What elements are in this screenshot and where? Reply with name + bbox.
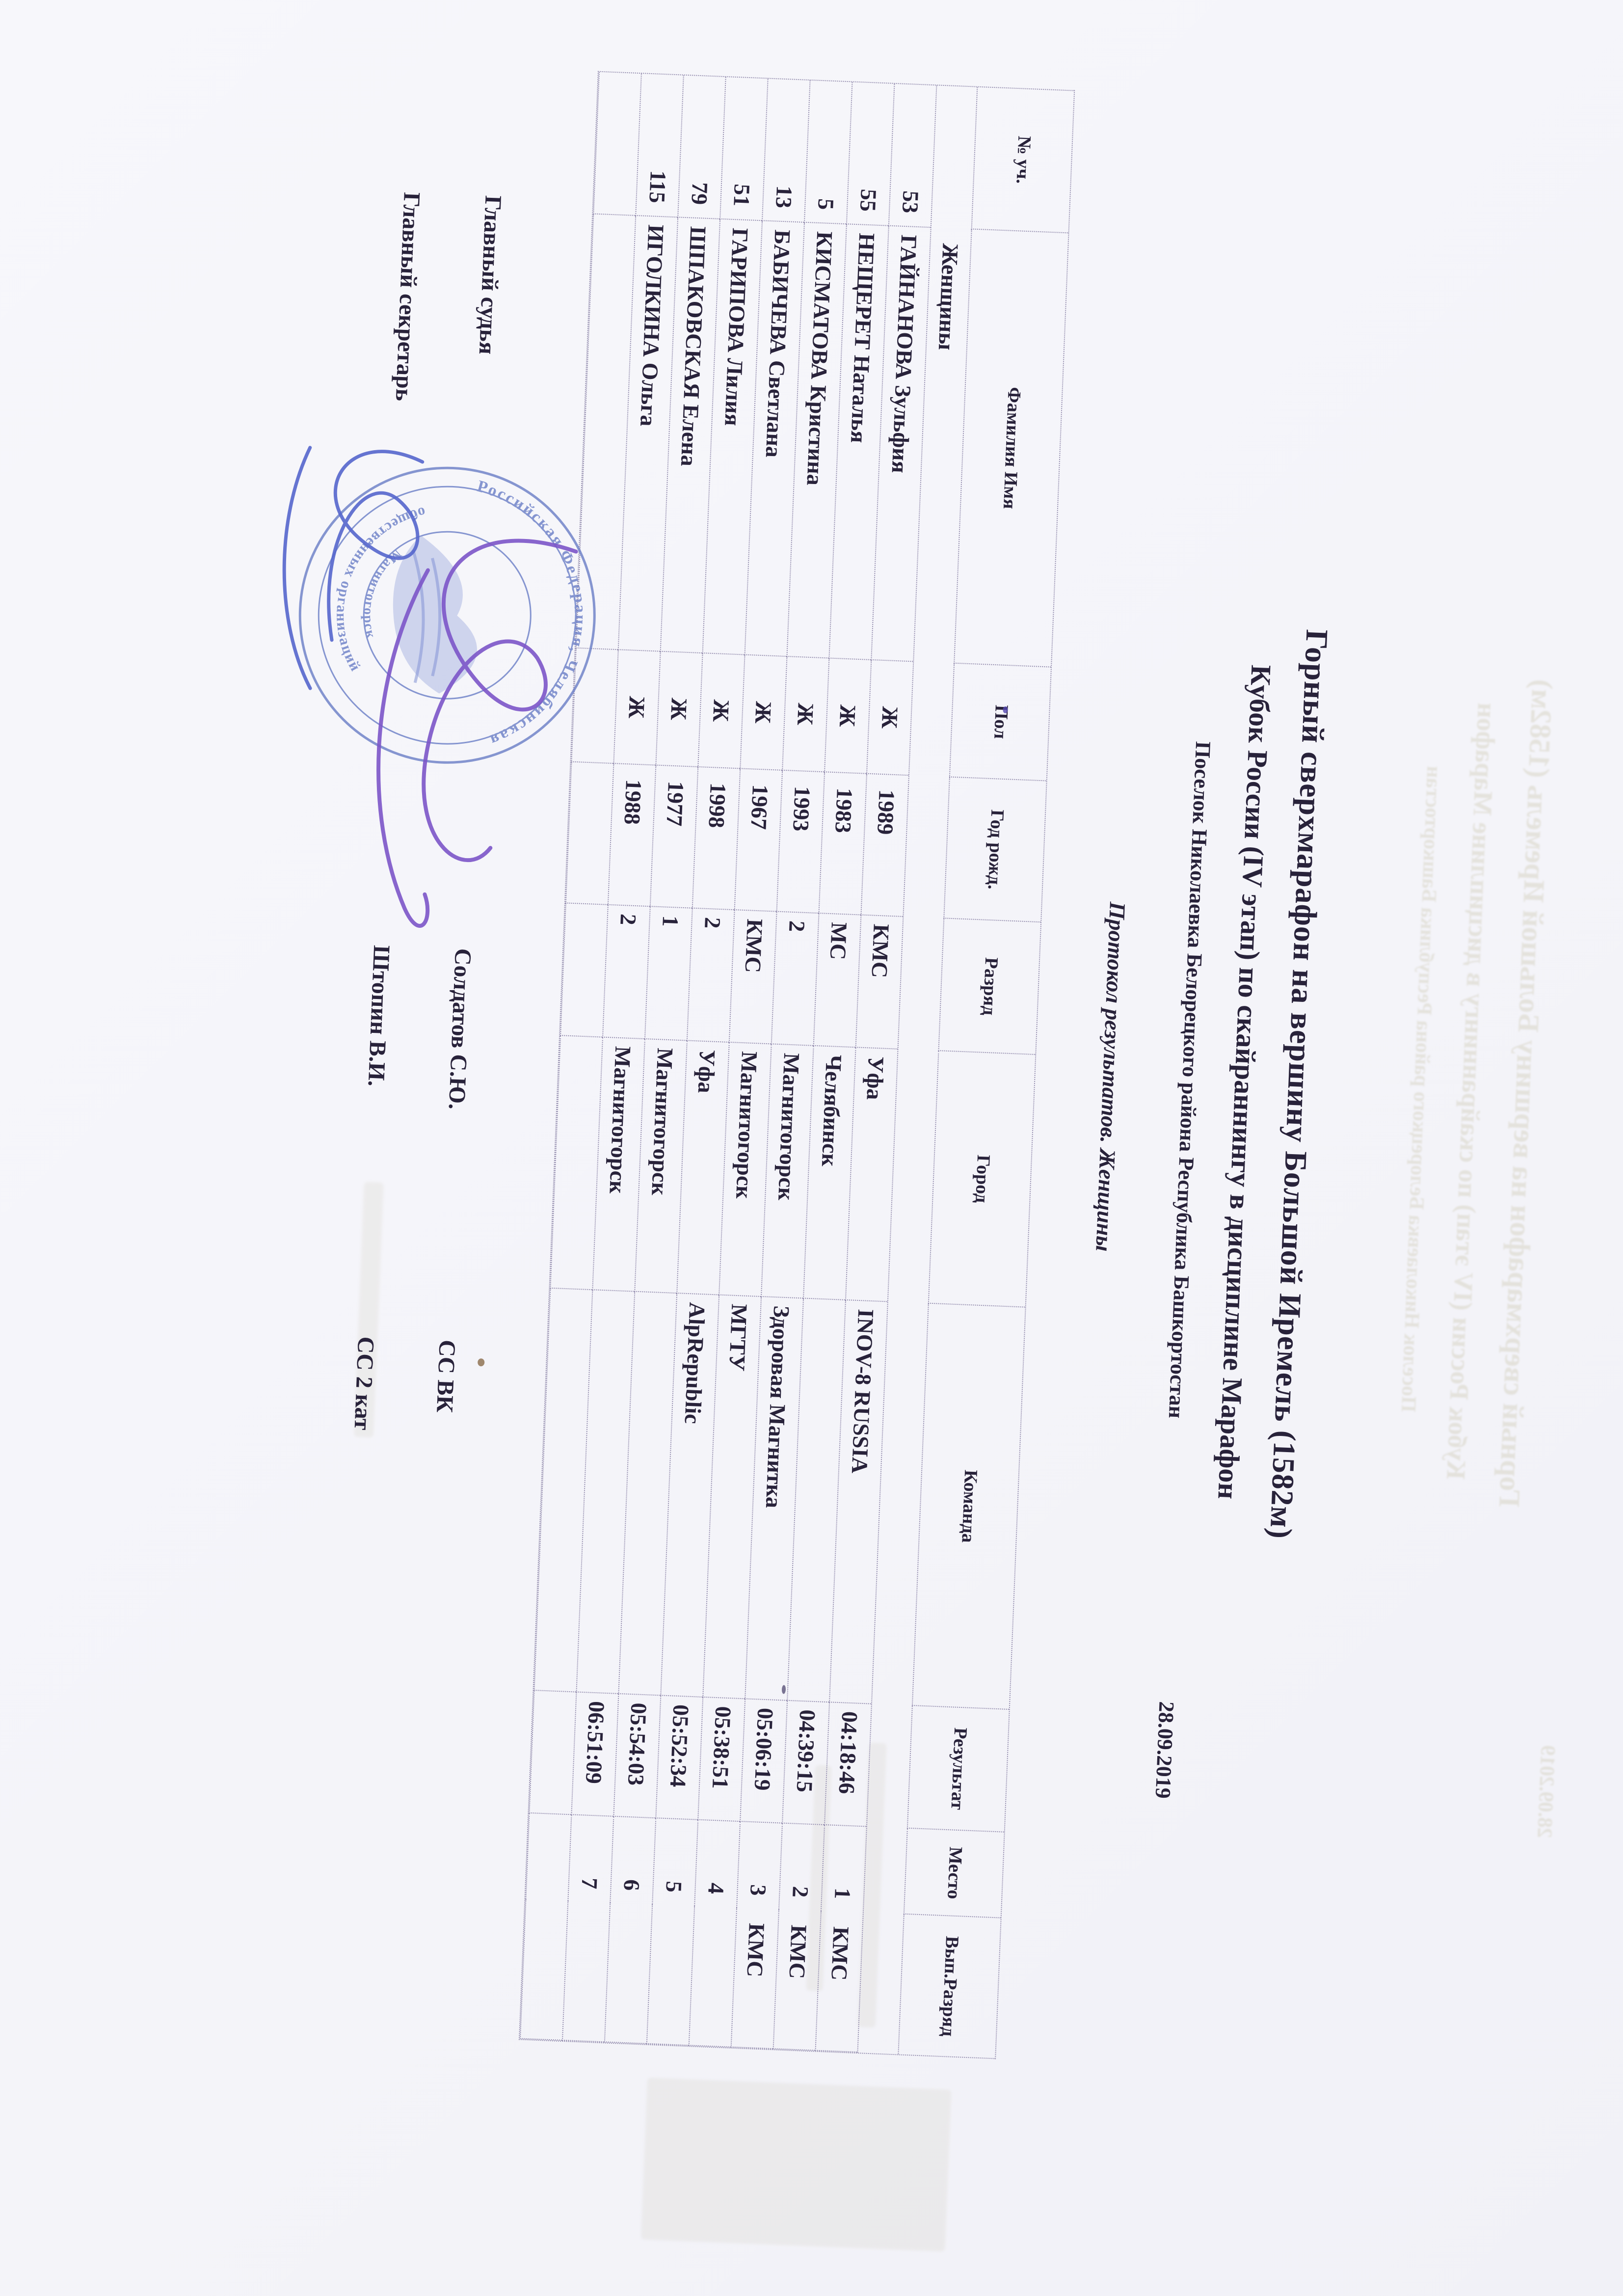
empty-cell — [593, 72, 641, 216]
empty-cell — [520, 1899, 568, 2041]
cell-awarded: КМС — [772, 1909, 821, 2051]
cell-year: 1993 — [776, 770, 825, 914]
col-header-awarded: Вып.Разряд — [898, 1914, 1001, 2058]
cell-num: 115 — [635, 74, 683, 218]
cell-awarded — [646, 1904, 694, 2046]
ink-speck — [477, 1358, 485, 1367]
col-header-place: Место — [903, 1828, 1004, 1918]
cell-awarded — [688, 1906, 737, 2048]
cell-sex: Ж — [782, 657, 829, 773]
cell-result: 06:51:09 — [571, 1692, 618, 1817]
cell-place: 3 — [736, 1822, 782, 1910]
protocol-line: Протокол результатов. Женщины — [1091, 901, 1130, 1252]
cell-num: 5 — [803, 80, 852, 225]
cell-sex: Ж — [866, 660, 913, 776]
secretary-qualification: СС 2 кат — [349, 1336, 379, 1431]
cell-sex: Ж — [824, 658, 871, 774]
cell-result: 04:18:46 — [824, 1702, 871, 1827]
cell-place: 6 — [610, 1816, 656, 1905]
cell-year: 1977 — [649, 765, 698, 909]
cell-grade: 2 — [771, 912, 819, 1046]
col-header-result: Результат — [906, 1705, 1009, 1833]
cell-place: 1 — [820, 1825, 866, 1913]
secretary-signature-ink — [282, 446, 425, 690]
cell-year: 1998 — [692, 767, 740, 911]
cell-result: 04:39:15 — [782, 1701, 829, 1826]
cell-place: 2 — [778, 1823, 824, 1911]
col-header-city: Город — [928, 1051, 1036, 1308]
ghost-date: 28.09.2019 — [1533, 1745, 1559, 1838]
cell-result: 05:38:51 — [697, 1697, 745, 1822]
cell-result: 05:54:03 — [613, 1694, 661, 1819]
cell-awarded — [561, 1901, 610, 2043]
judge-qualification: СС ВК — [431, 1339, 461, 1413]
cell-grade: МС — [813, 914, 861, 1048]
cell-result: 05:52:34 — [655, 1696, 703, 1820]
secretary-label: Главный секретарь — [390, 191, 425, 402]
cell-awarded: КМС — [815, 1911, 863, 2053]
cell-place: 7 — [567, 1815, 613, 1903]
cell-year: 1967 — [734, 769, 782, 912]
cell-place: 4 — [694, 1820, 740, 1908]
cell-grade: КМС — [855, 915, 903, 1050]
cell-result: 05:06:19 — [740, 1699, 787, 1824]
col-header-name: Фамилия Имя — [954, 229, 1068, 668]
col-header-year: Год рожд. — [943, 777, 1046, 923]
cell-grade: КМС — [728, 910, 776, 1045]
col-header-sex: Пол — [949, 663, 1051, 782]
cell-year: 1989 — [860, 774, 908, 917]
ghost-smudge — [640, 2077, 952, 2252]
col-header-team: Команда — [911, 1303, 1025, 1710]
judge-label: Главный судья — [474, 195, 506, 355]
cell-num: 55 — [846, 82, 894, 226]
cell-grade: 1 — [644, 907, 692, 1041]
col-header-num: № уч. — [971, 87, 1074, 234]
col-header-grade: Разряд — [938, 918, 1041, 1055]
handwritten-signatures — [282, 446, 578, 928]
cell-sex: Ж — [697, 653, 745, 769]
cell-awarded — [604, 1902, 652, 2044]
event-date: 28.09.2019 — [1150, 1701, 1179, 1799]
empty-cell — [529, 1691, 576, 1815]
cell-num: 79 — [677, 75, 725, 219]
cell-sex: Ж — [740, 655, 787, 771]
cell-year: 1983 — [818, 772, 866, 916]
cell-num: 53 — [888, 83, 936, 228]
judge-signature-ink — [376, 539, 578, 928]
empty-cell — [525, 1813, 571, 1901]
cell-num: 13 — [762, 79, 810, 223]
cell-num: 51 — [719, 77, 768, 221]
cell-grade: 2 — [686, 908, 734, 1043]
cell-sex: Ж — [655, 651, 702, 767]
cell-awarded: КМС — [730, 1907, 779, 2050]
cell-place: 5 — [652, 1818, 698, 1906]
